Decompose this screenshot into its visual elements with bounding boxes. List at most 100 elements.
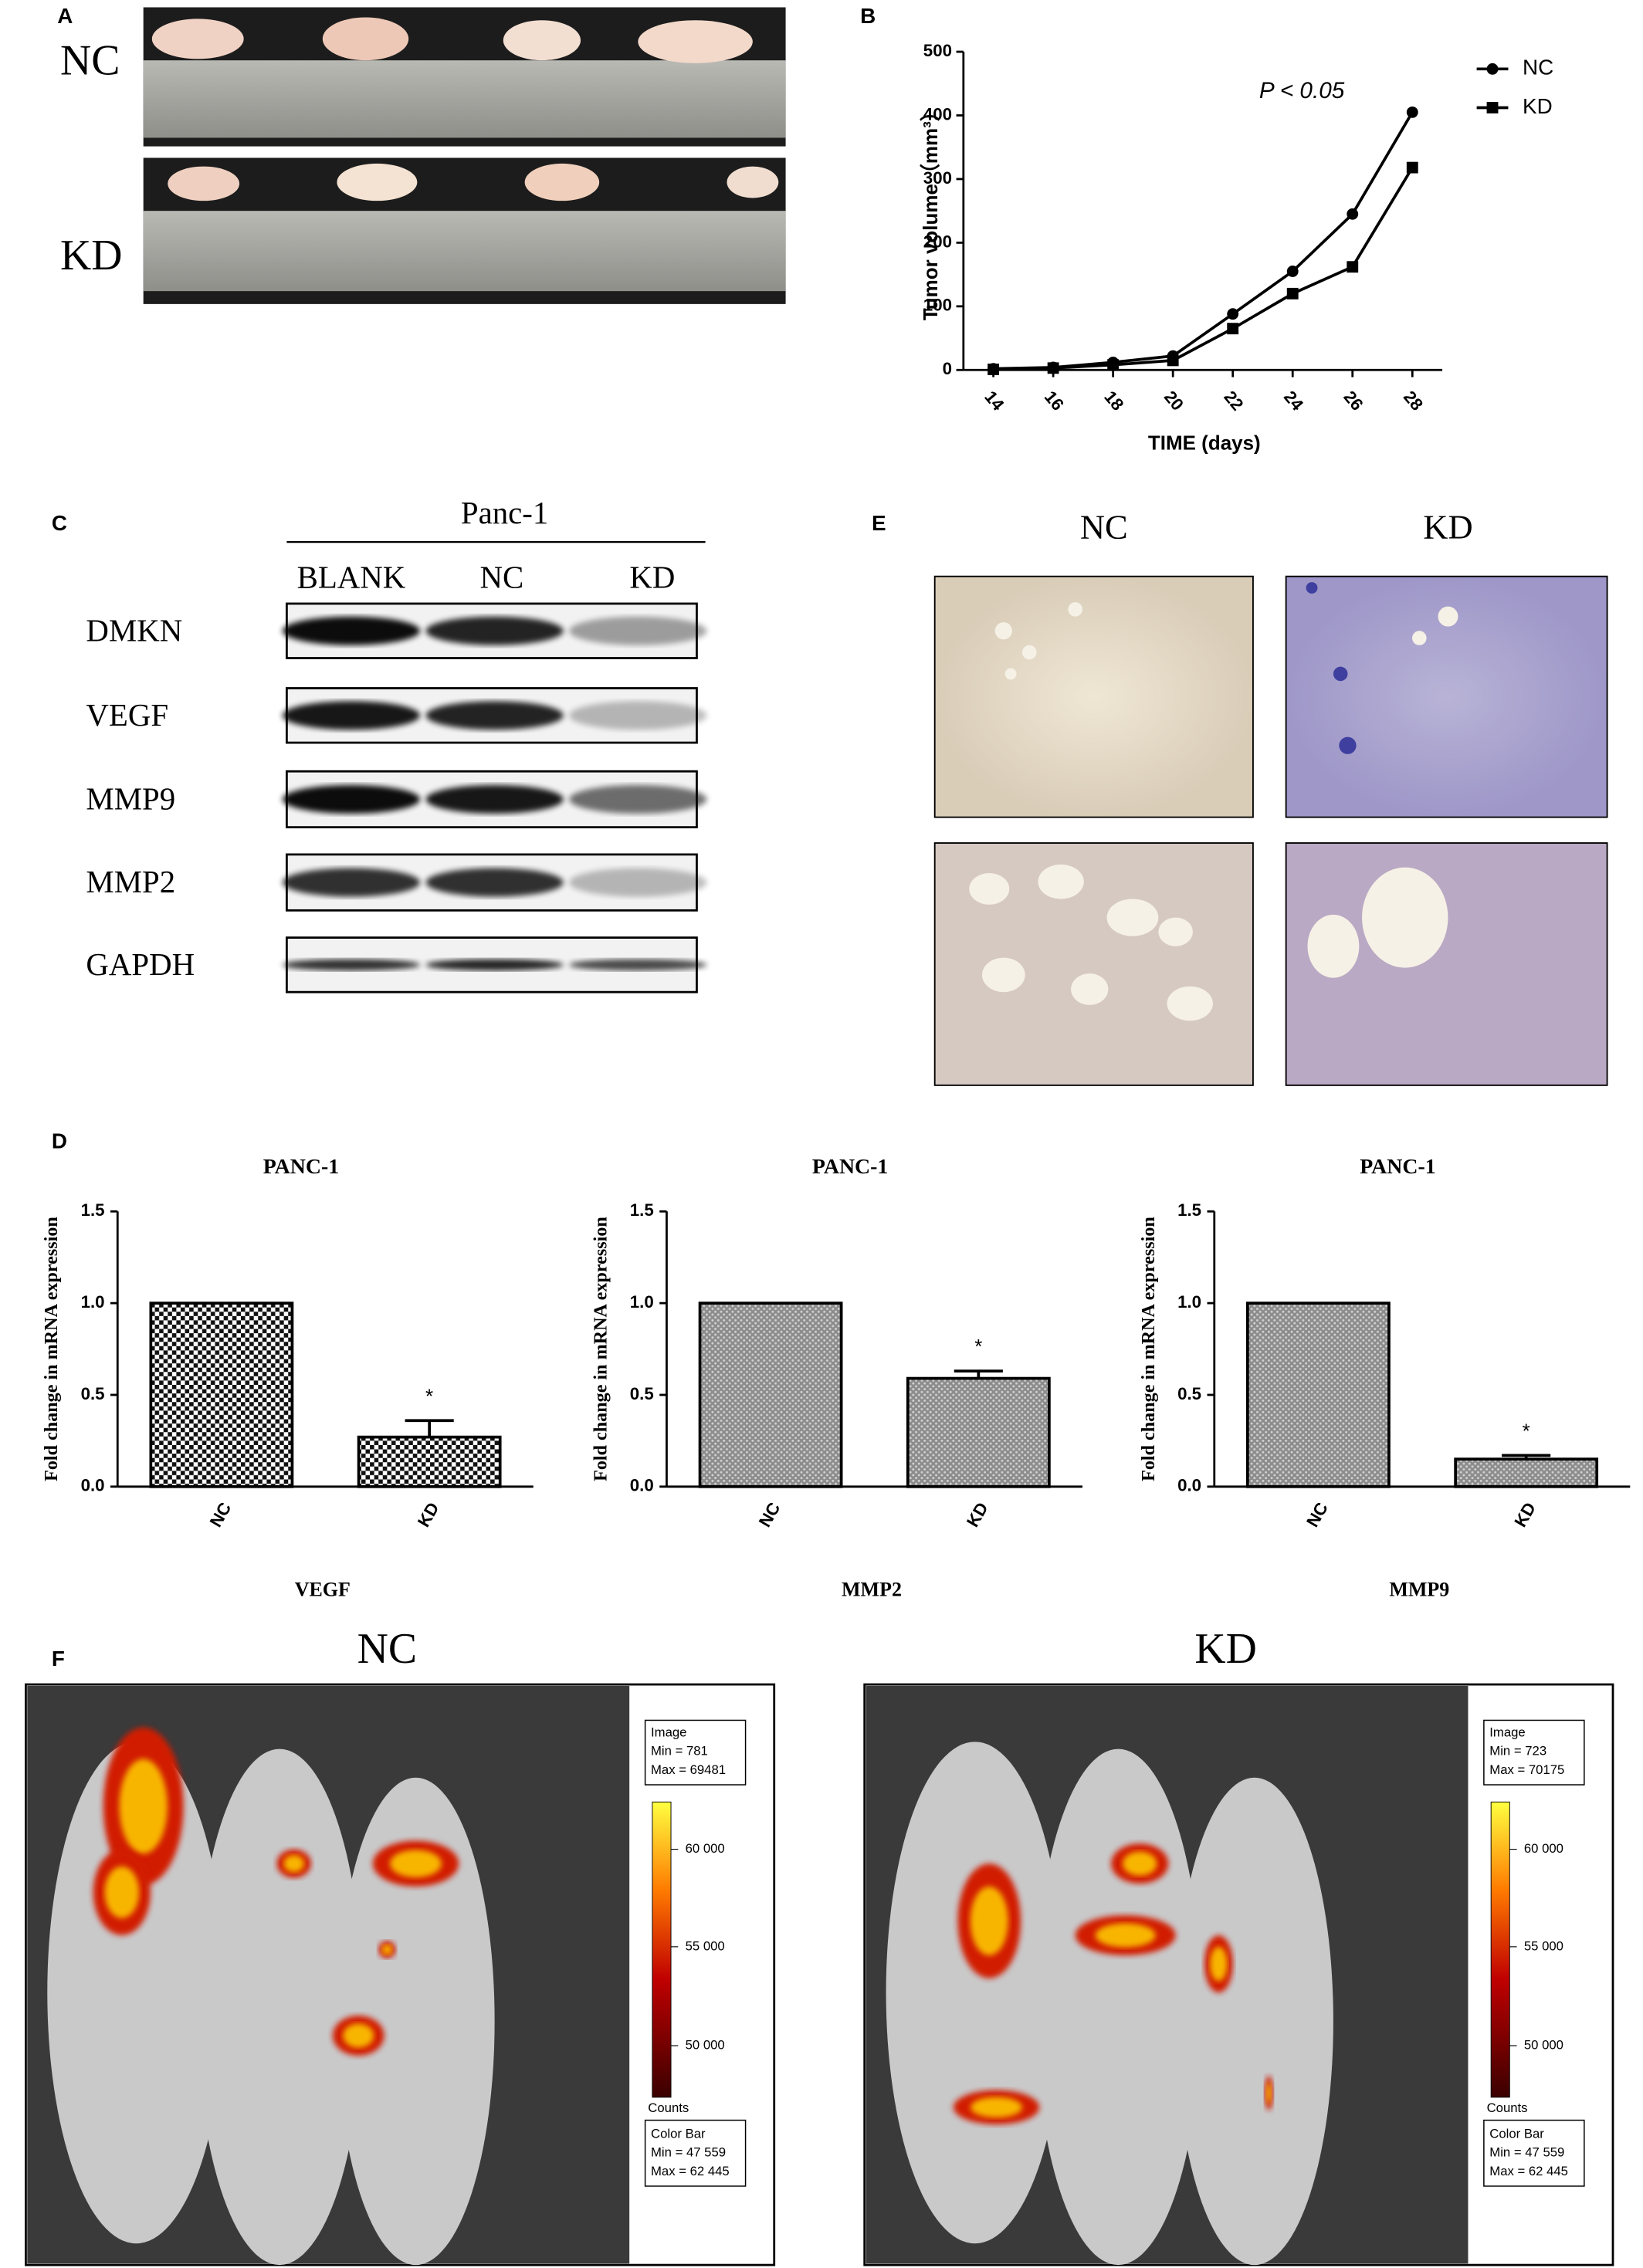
panel-letter: C [52, 511, 67, 535]
y-tick-label: 0.0 [630, 1476, 654, 1495]
x-tick-label: 24 [1280, 388, 1307, 415]
y-tick-label: 1.0 [1177, 1292, 1201, 1312]
image-title: KD [1194, 1625, 1256, 1673]
significance-mark: * [425, 1384, 433, 1407]
panel-letter: E [872, 511, 886, 535]
bar [698, 1302, 843, 1488]
chart-title: PANC-1 [812, 1155, 888, 1179]
y-axis-label: Fold change in mRNA expression [590, 1217, 611, 1481]
x-tick-label: 16 [1041, 388, 1068, 415]
info-box [1483, 2119, 1585, 2187]
info-text: Image [651, 1725, 686, 1740]
x-tick-label: KD [963, 1499, 992, 1530]
color-scale-label: 60 000 [686, 1841, 725, 1856]
protein-label: MMP9 [86, 782, 175, 817]
color-scale-label: 55 000 [1524, 1938, 1563, 1953]
color-bar [1490, 1801, 1510, 2098]
marker [1347, 261, 1359, 273]
y-tick-label: 1.5 [81, 1200, 105, 1220]
legend-marker [1486, 102, 1499, 113]
series-line [993, 167, 1414, 371]
signal-core [390, 1850, 442, 1877]
protein-label: DMKN [86, 613, 182, 648]
blot-band [282, 616, 421, 645]
significance-mark: * [1523, 1420, 1530, 1443]
marker [1406, 106, 1418, 118]
signal-core [1095, 1923, 1156, 1948]
marker [987, 364, 1000, 375]
y-tick-label: 300 [923, 168, 952, 188]
bar-chart: PANC-1 0.0 0.5 1.0 1.5 Fold change in mRNA ex… [590, 1155, 1082, 1600]
legend-marker [1486, 63, 1499, 75]
marker [1286, 266, 1299, 277]
error-bar [405, 1419, 454, 1437]
color-unit: Counts [1487, 2100, 1528, 2115]
protein-label: GAPDH [86, 947, 195, 982]
bar-chart: PANC-1 0.0 0.5 1.0 1.5 Fold change in mRNA ex… [41, 1155, 534, 1600]
error-bar [954, 1369, 1003, 1379]
panel-letter: B [860, 4, 876, 28]
signal-core [1210, 1946, 1228, 1982]
column-label: BLANK [297, 560, 406, 595]
y-tick-label: 0.0 [1177, 1476, 1201, 1495]
signal-core [1266, 2082, 1272, 2104]
blot-band [282, 868, 421, 897]
info-box [644, 2119, 747, 2187]
column-label: KD [629, 560, 675, 595]
info-text: Color Bar [1489, 2127, 1544, 2141]
y-tick-label: 0.0 [81, 1476, 105, 1495]
image-title: NC [357, 1625, 417, 1673]
blot-band [425, 959, 564, 971]
marker [1227, 323, 1239, 335]
info-text: Min = 47 559 [1489, 2145, 1564, 2160]
x-tick-label: NC [1303, 1499, 1332, 1530]
signal-core [104, 1866, 140, 1918]
bar-chart: PANC-1 0.0 0.5 1.0 1.5 Fold change in mRNA ex… [1138, 1155, 1631, 1600]
blot-band [425, 868, 564, 897]
mouse [337, 1777, 495, 2266]
y-tick-label: 1.0 [81, 1292, 105, 1312]
signal-core [381, 1944, 393, 1955]
bar [1246, 1302, 1391, 1488]
info-text: Image [1489, 1725, 1525, 1740]
x-axis-label: MMP9 [1389, 1578, 1449, 1600]
error-bar [1502, 1454, 1551, 1460]
marker [1406, 161, 1418, 174]
info-text: Min = 723 [1489, 1744, 1546, 1759]
panel-letter: F [52, 1647, 65, 1671]
panel-letter: D [52, 1129, 67, 1153]
mouse [1035, 1748, 1202, 2266]
x-axis-label: MMP2 [842, 1578, 902, 1600]
y-tick-label: 0.5 [81, 1384, 105, 1403]
x-tick-label: 26 [1340, 388, 1367, 415]
info-text: Max = 62 445 [651, 2164, 730, 2178]
mouse [1175, 1777, 1333, 2266]
signal-core [343, 2023, 374, 2048]
legend-label: NC [1523, 56, 1553, 80]
color-scale-label: 50 000 [1524, 2037, 1563, 2052]
y-tick-label: 200 [923, 232, 952, 251]
blot-band [569, 784, 707, 814]
color-scale-label: 60 000 [1524, 1841, 1563, 1856]
x-tick-label: KD [1510, 1499, 1540, 1530]
blot-band [425, 784, 564, 814]
x-tick-label: 28 [1400, 388, 1427, 415]
blot-band [282, 784, 421, 814]
y-tick-label: 1.0 [630, 1292, 654, 1312]
histology-images [933, 575, 1608, 1086]
color-scale-label: 50 000 [686, 2037, 725, 2052]
column-label: NC [480, 560, 524, 595]
bar [906, 1376, 1051, 1488]
imaging-panel: NC Image Min = 781 Max = 69481 60 000 55 000 5… [25, 1625, 1614, 2266]
western-blot: DMKN VEGF MMP9 MMP2 GAPDH [86, 602, 707, 994]
blot-band [282, 959, 421, 971]
panel-letter: A [57, 4, 73, 28]
info-text: Max = 70175 [1489, 1762, 1564, 1777]
info-text: Min = 781 [651, 1744, 708, 1759]
bar [149, 1302, 294, 1488]
blot-band [569, 868, 707, 897]
protein-label: MMP2 [86, 865, 175, 899]
color-unit: Counts [648, 2100, 689, 2115]
y-tick-label: 0 [943, 359, 952, 378]
